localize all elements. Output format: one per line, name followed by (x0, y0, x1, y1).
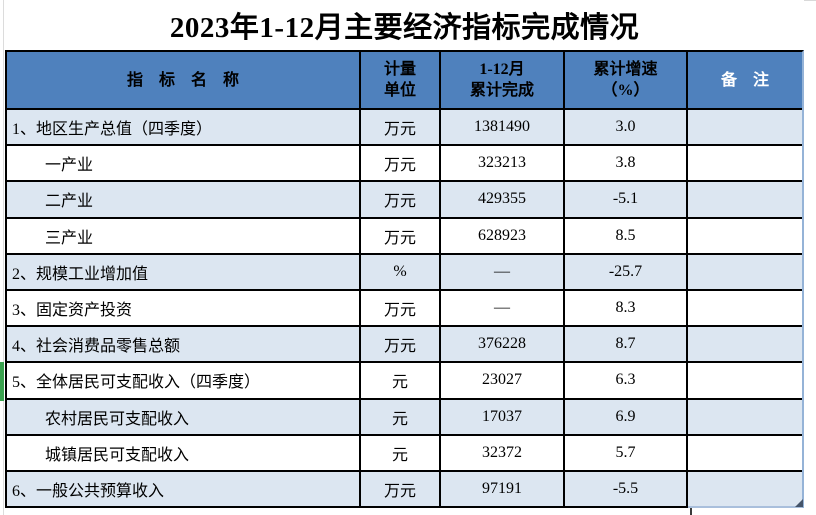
col-header-growth-rate[interactable]: 累计增速 （%） (565, 52, 688, 110)
cell-growth-rate[interactable]: 8.3 (565, 290, 688, 328)
cell-unit[interactable]: 元 (361, 363, 441, 400)
col-header-unit-line2: 单位 (383, 82, 416, 99)
table-row: 一产业 万元 323213 3.8 (7, 146, 802, 183)
cell-remark[interactable] (688, 182, 802, 219)
cell-cumulative-value[interactable]: 376228 (441, 327, 565, 364)
cell-growth-rate[interactable]: 3.8 (565, 146, 688, 183)
cell-remark[interactable] (688, 327, 802, 364)
table-row: 5、全体居民可支配收入（四季度） 元 23027 6.3 (7, 363, 802, 400)
col-header-growth-line2: （%） (601, 82, 650, 99)
cell-remark[interactable] (688, 436, 802, 472)
col-header-indicator-label: 指 标 名 称 (126, 71, 239, 89)
cell-remark[interactable] (688, 146, 802, 183)
sheet-gridline-vertical (3, 0, 4, 515)
cell-indicator-name[interactable]: 城镇居民可支配收入 (7, 435, 361, 472)
cell-cumulative-value[interactable]: 323213 (441, 146, 565, 183)
cell-cumulative-value[interactable]: — (441, 290, 565, 328)
cell-indicator-name[interactable]: 5、全体居民可支配收入（四季度） (7, 363, 361, 400)
cell-indicator-name[interactable]: 三产业 (7, 218, 361, 255)
cell-remark[interactable] (688, 255, 802, 291)
cell-unit[interactable]: 元 (361, 435, 441, 472)
column-border-stub (690, 505, 692, 515)
col-header-cumulative-completed[interactable]: 1-12月 累计完成 (441, 52, 565, 110)
cell-remark[interactable] (688, 472, 802, 509)
table-row: 4、社会消费品零售总额 万元 376228 8.7 (7, 327, 802, 364)
cell-unit[interactable]: 元 (361, 399, 441, 436)
cell-growth-rate[interactable]: -5.5 (565, 471, 688, 509)
cell-cumulative-value[interactable]: 23027 (441, 363, 565, 400)
cell-cumulative-value[interactable]: 17037 (441, 399, 565, 436)
cell-indicator-name[interactable]: 农村居民可支配收入 (7, 399, 361, 436)
cell-cumulative-value[interactable]: — (441, 254, 565, 291)
cell-growth-rate[interactable]: 8.7 (565, 327, 688, 364)
cell-cumulative-value[interactable]: 32372 (441, 435, 565, 472)
cell-growth-rate[interactable]: 6.3 (565, 363, 688, 400)
indicators-table: 指 标 名 称 计量 单位 1-12月 累计完成 累计增速 （%） 备 注 1、… (5, 50, 804, 509)
cell-growth-rate[interactable]: 3.0 (565, 110, 688, 147)
cell-unit[interactable]: % (361, 254, 441, 291)
cell-indicator-name[interactable]: 1、地区生产总值（四季度） (7, 110, 361, 147)
cell-indicator-name[interactable]: 3、固定资产投资 (7, 290, 361, 328)
table-row: 农村居民可支配收入 元 17037 6.9 (7, 399, 802, 436)
table-body: 1、地区生产总值（四季度） 万元 1381490 3.0 一产业 万元 3232… (7, 110, 802, 509)
cell-cumulative-value[interactable]: 1381490 (441, 110, 565, 147)
cell-indicator-name[interactable]: 4、社会消费品零售总额 (7, 327, 361, 364)
col-header-completed-line2: 累计完成 (469, 82, 534, 99)
cell-remark[interactable] (688, 363, 802, 400)
cell-unit[interactable]: 万元 (361, 471, 441, 509)
cell-cumulative-value[interactable]: 429355 (441, 182, 565, 219)
active-cell-indicator (0, 362, 4, 401)
table-row: 二产业 万元 429355 -5.1 (7, 182, 802, 219)
cell-indicator-name[interactable]: 6、一般公共预算收入 (7, 471, 361, 509)
cell-growth-rate[interactable]: -25.7 (565, 254, 688, 291)
cell-unit[interactable]: 万元 (361, 218, 441, 255)
col-header-unit[interactable]: 计量 单位 (361, 52, 441, 110)
cell-unit[interactable]: 万元 (361, 182, 441, 219)
cell-remark[interactable] (688, 219, 802, 255)
cell-remark[interactable] (688, 400, 802, 436)
cell-remark[interactable] (688, 110, 802, 147)
cell-indicator-name[interactable]: 2、规模工业增加值 (7, 254, 361, 291)
cell-remark[interactable] (688, 291, 802, 328)
cell-cumulative-value[interactable]: 97191 (441, 471, 565, 509)
cell-unit[interactable]: 万元 (361, 146, 441, 183)
cell-indicator-name[interactable]: 二产业 (7, 182, 361, 219)
cell-growth-rate[interactable]: 8.5 (565, 218, 688, 255)
cell-growth-rate[interactable]: -5.1 (565, 182, 688, 219)
table-row: 6、一般公共预算收入 万元 97191 -5.5 (7, 471, 802, 509)
col-header-unit-line1: 计量 (383, 61, 416, 78)
table-row: 1、地区生产总值（四季度） 万元 1381490 3.0 (7, 110, 802, 147)
col-header-completed-line1: 1-12月 (479, 61, 525, 78)
table-row: 三产业 万元 628923 8.5 (7, 218, 802, 255)
cell-unit[interactable]: 万元 (361, 327, 441, 364)
table-header-row: 指 标 名 称 计量 单位 1-12月 累计完成 累计增速 （%） 备 注 (7, 52, 802, 110)
col-header-remark[interactable]: 备 注 (688, 52, 802, 110)
table-row: 3、固定资产投资 万元 — 8.3 (7, 290, 802, 328)
table-row: 2、规模工业增加值 % — -25.7 (7, 254, 802, 291)
cell-unit[interactable]: 万元 (361, 290, 441, 328)
col-header-indicator-name[interactable]: 指 标 名 称 (7, 52, 361, 110)
cell-indicator-name[interactable]: 一产业 (7, 146, 361, 183)
page-title: 2023年1-12月主要经济指标完成情况 (5, 0, 804, 49)
cell-growth-rate[interactable]: 5.7 (565, 435, 688, 472)
selection-fill-handle[interactable] (795, 499, 803, 507)
cell-unit[interactable]: 万元 (361, 110, 441, 147)
col-header-growth-line1: 累计增速 (593, 61, 658, 78)
cell-cumulative-value[interactable]: 628923 (441, 218, 565, 255)
cell-growth-rate[interactable]: 6.9 (565, 399, 688, 436)
table-row: 城镇居民可支配收入 元 32372 5.7 (7, 435, 802, 472)
col-header-remark-label: 备 注 (720, 71, 769, 89)
